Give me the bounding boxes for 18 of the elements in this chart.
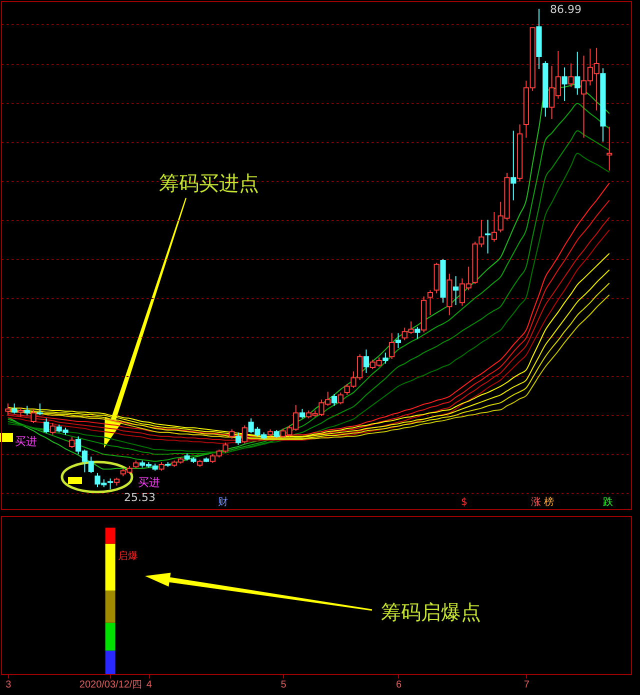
annotation: 买进 (15, 435, 37, 448)
annotation: 86.99 (550, 3, 582, 16)
annotation: 财 (218, 496, 228, 508)
annotation: 买进 (138, 476, 160, 489)
x-tick-label: 4 (146, 680, 152, 690)
x-tick-label: 5 (280, 680, 287, 690)
x-tick-label: 3 (6, 680, 12, 690)
annotation: 筹码买进点 (159, 171, 259, 195)
x-tick-label: 2020/03/12/四 (79, 680, 142, 690)
annotation: 跌 (603, 496, 613, 508)
x-tick-label: 7 (524, 680, 530, 690)
x-tick-label: 6 (396, 680, 402, 690)
annotation: 启爆 (118, 550, 138, 562)
annotation: 筹码启爆点 (381, 600, 481, 624)
annotation: 榜 (544, 496, 554, 508)
annotation: $ (461, 497, 468, 508)
annotation: 25.53 (124, 491, 156, 504)
annotation: 涨 (531, 496, 541, 508)
